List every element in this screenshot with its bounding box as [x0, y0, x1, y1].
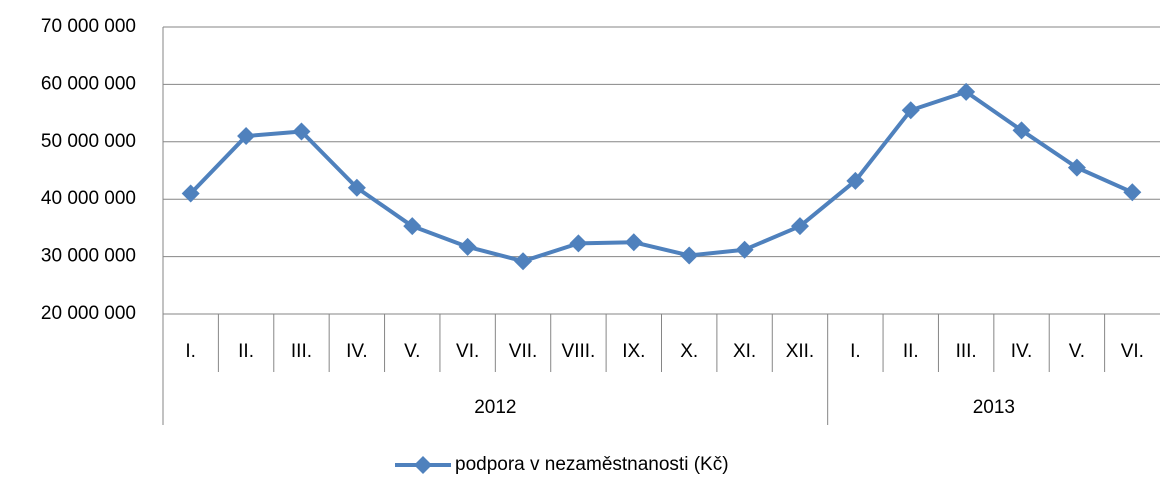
- x-tick-label: I.: [185, 341, 196, 362]
- data-point: [569, 234, 588, 253]
- data-point: [237, 127, 256, 146]
- data-point: [458, 237, 477, 256]
- x-tick-label: V.: [404, 341, 420, 362]
- y-tick-label: 30 000 000: [41, 246, 136, 267]
- data-point: [347, 178, 366, 197]
- x-tick-label: VI.: [456, 341, 479, 362]
- group-label: 2013: [973, 397, 1015, 418]
- data-point: [514, 252, 533, 271]
- data-point: [292, 122, 311, 141]
- data-point: [1012, 121, 1031, 140]
- data-point: [735, 240, 754, 259]
- x-tick-label: VI.: [1121, 341, 1144, 362]
- group-label: 2012: [474, 397, 516, 418]
- y-tick-label: 50 000 000: [41, 131, 136, 152]
- x-tick-label: IX.: [622, 341, 645, 362]
- y-tick-label: 60 000 000: [41, 73, 136, 94]
- y-tick-label: 20 000 000: [41, 303, 136, 324]
- x-tick-label: VII.: [509, 341, 538, 362]
- x-tick-label: I.: [850, 341, 861, 362]
- data-point: [1123, 183, 1142, 202]
- x-tick-label: III.: [291, 341, 312, 362]
- x-tick-label: III.: [956, 341, 977, 362]
- x-tick-label: V.: [1069, 341, 1085, 362]
- x-tick-label: IV.: [1011, 341, 1033, 362]
- data-point: [957, 82, 976, 101]
- data-point: [901, 101, 920, 120]
- x-tick-label: II.: [238, 341, 254, 362]
- data-point: [680, 246, 699, 265]
- y-tick-label: 70 000 000: [41, 16, 136, 37]
- data-point: [1067, 158, 1086, 177]
- y-tick-label: 40 000 000: [41, 188, 136, 209]
- x-tick-label: XI.: [733, 341, 756, 362]
- data-point: [846, 171, 865, 190]
- data-point: [790, 217, 809, 236]
- legend-marker: [414, 456, 432, 474]
- data-point: [624, 233, 643, 252]
- x-tick-label: XII.: [786, 341, 815, 362]
- x-tick-label: VIII.: [562, 341, 596, 362]
- x-tick-label: X.: [680, 341, 698, 362]
- legend-label: podpora v nezaměstnanosti (Kč): [455, 454, 729, 475]
- series-line: [189, 89, 1134, 264]
- data-point: [403, 217, 422, 236]
- data-point: [181, 184, 200, 203]
- x-tick-label: II.: [903, 341, 919, 362]
- x-tick-label: IV.: [346, 341, 368, 362]
